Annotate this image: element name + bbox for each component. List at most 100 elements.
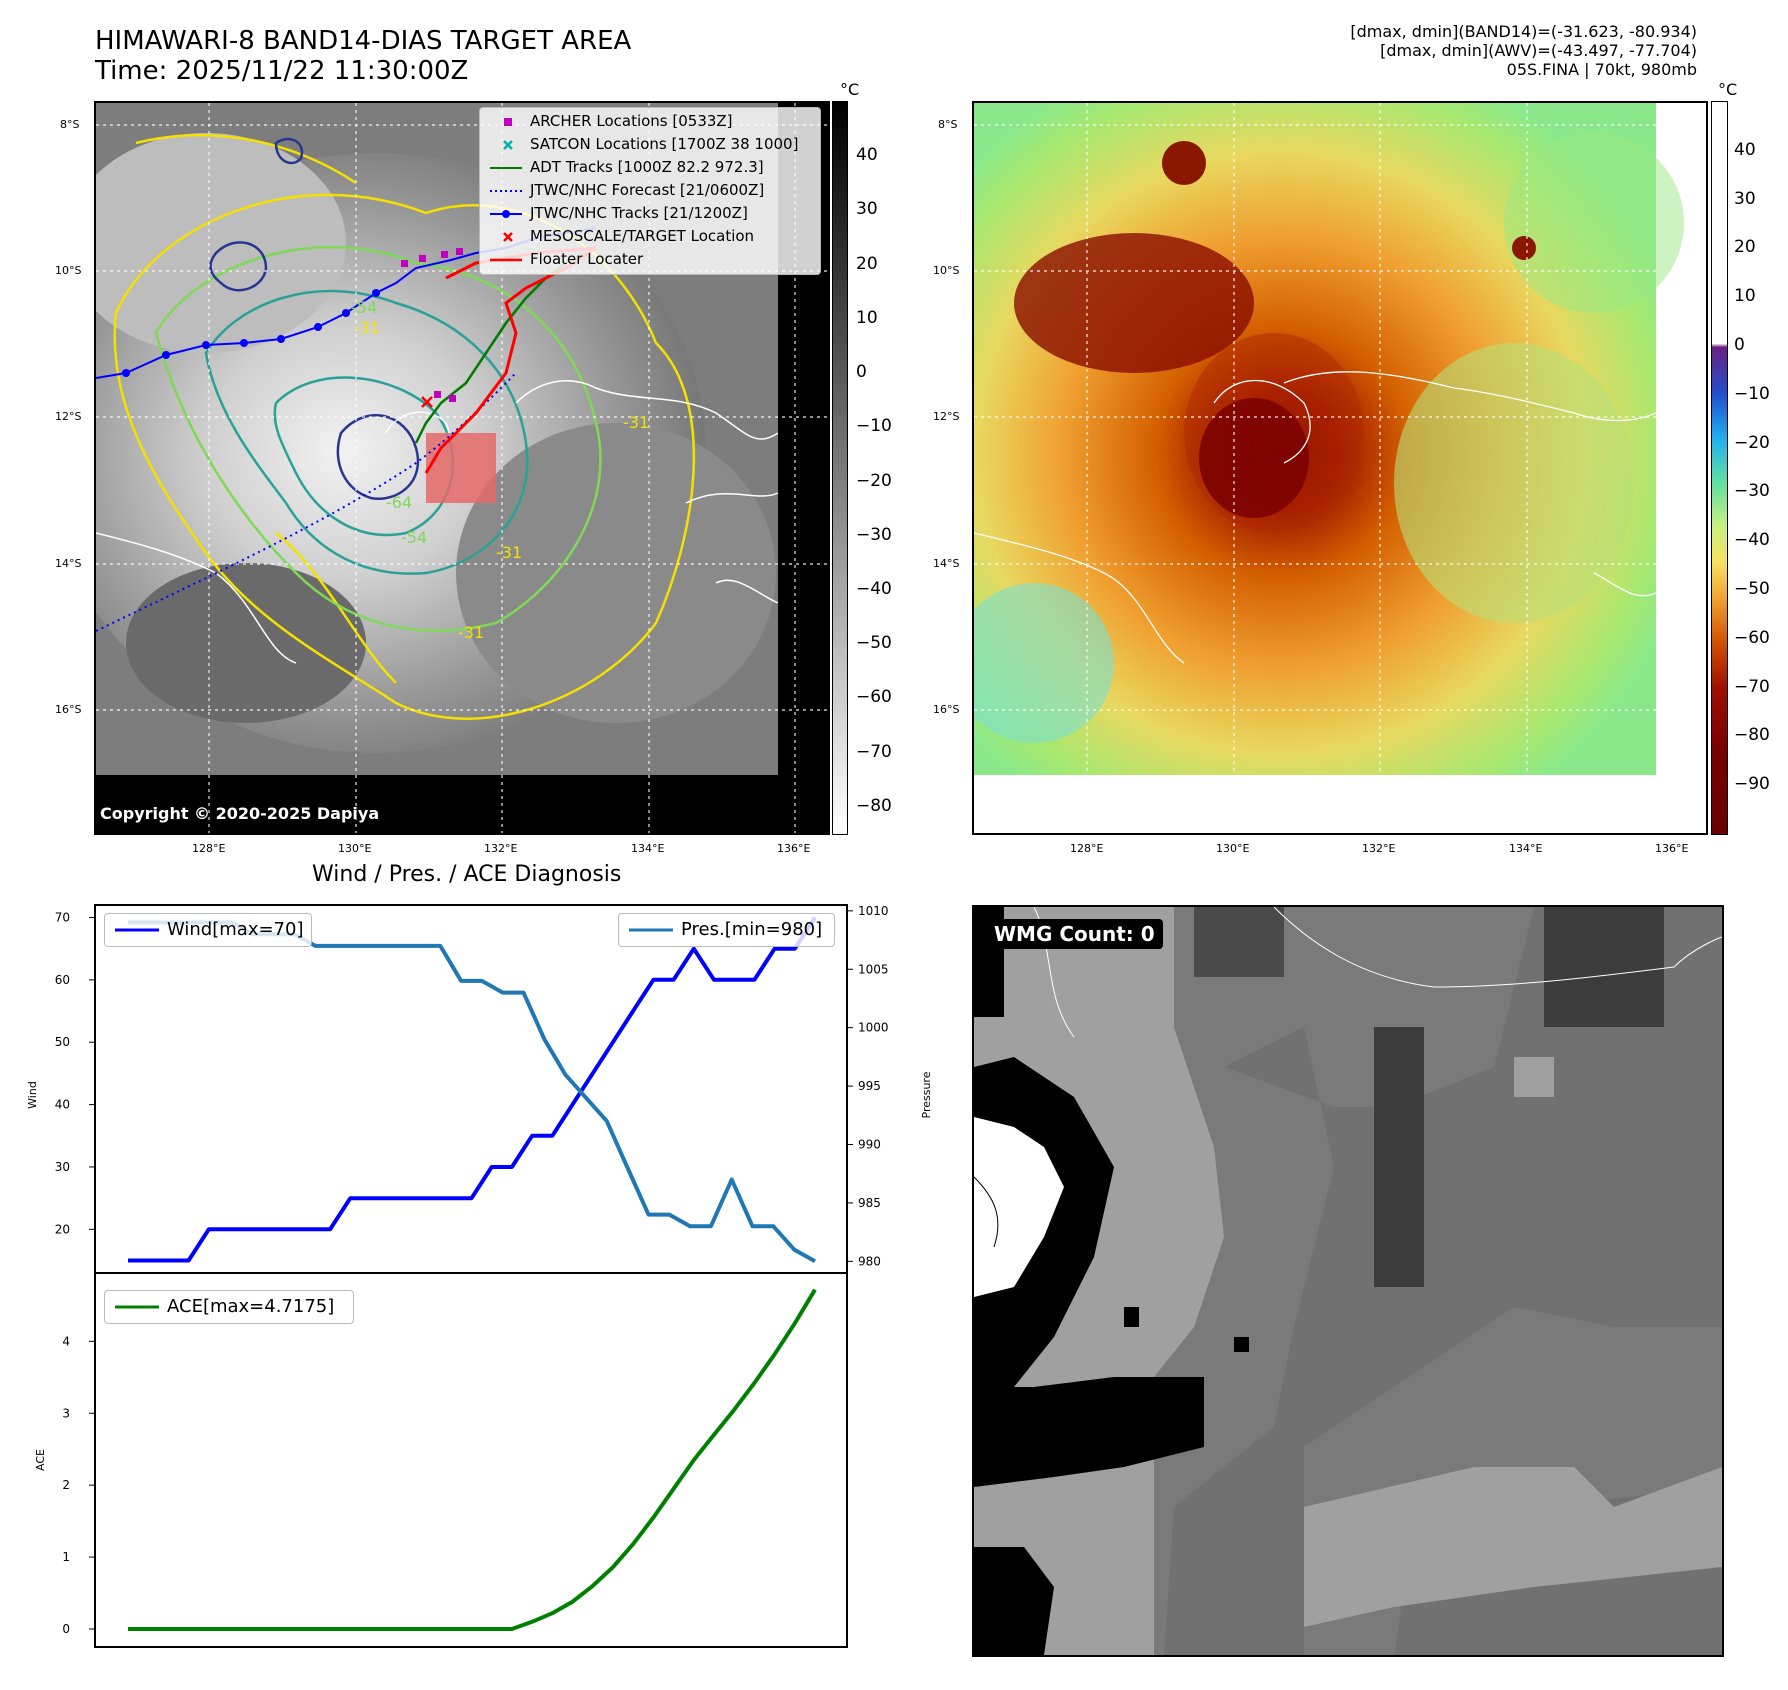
- lon-label: 132°E: [484, 842, 518, 855]
- page-time: Time: 2025/11/22 11:30:00Z: [95, 56, 469, 86]
- colorbar-tick-label: −70: [1734, 676, 1770, 697]
- legend-label: JTWC/NHC Tracks [21/1200Z]: [530, 204, 748, 222]
- colorbar-tick-label: −60: [1734, 627, 1770, 648]
- colorbar-tick-label: 40: [856, 145, 878, 166]
- colorbar-tick-label: 20: [856, 253, 878, 274]
- legend-label: SATCON Locations [1700Z 38 1000]: [530, 135, 799, 153]
- contour-label: -31: [354, 318, 380, 337]
- lon-label: 128°E: [192, 842, 226, 855]
- colorbar-tick-label: −10: [856, 416, 892, 437]
- lon-label: 136°E: [1655, 842, 1689, 855]
- wind-line-icon: [115, 928, 159, 932]
- lat-label: 8°S: [938, 118, 958, 131]
- legend-item: JTWC/NHC Forecast [21/0600Z]: [480, 179, 820, 202]
- colorbar-tick-label: −40: [856, 579, 892, 599]
- storm-info: 05S.FINA | 70kt, 980mb: [1506, 60, 1697, 79]
- wind-tick-label: 60: [55, 973, 70, 987]
- colorbar-tick-label: −20: [856, 470, 892, 491]
- pressure-legend: Pres.[min=980]: [618, 913, 835, 947]
- colorbar-tick-label: −30: [856, 524, 892, 545]
- wind-tick-label: 30: [55, 1160, 70, 1174]
- pressure-legend-label: Pres.[min=980]: [681, 919, 823, 940]
- colorbar-tick-label: −70: [856, 741, 892, 762]
- pressure-tick-label: 1000: [858, 1021, 889, 1035]
- wmg-svg: [974, 907, 1722, 1655]
- wind-tick-label: 20: [55, 1222, 70, 1236]
- grayscale-colorbar: [832, 101, 848, 835]
- legend-label: JTWC/NHC Forecast [21/0600Z]: [530, 181, 765, 199]
- diagnosis-chart: 70 60 50 40 30 20 1010 1005 1000 995 990 985 980 4 3 2 1…: [26, 904, 930, 1648]
- lon-label: 128°E: [1070, 842, 1104, 855]
- dotted-line-icon: [490, 190, 522, 192]
- lon-label: 134°E: [631, 842, 665, 855]
- awv-range: [dmax, dmin](AWV)=(-43.497, -77.704): [1380, 41, 1697, 60]
- pressure-tick-label: 990: [858, 1137, 881, 1151]
- wind-tick-label: 50: [55, 1035, 70, 1049]
- wind-tick-label: 70: [55, 910, 70, 924]
- ace-tick-label: 0: [62, 1622, 70, 1636]
- lat-label: 16°S: [933, 703, 960, 716]
- legend-label: Floater Locater: [530, 250, 644, 268]
- line-marker-icon: [490, 167, 522, 169]
- wind-tick-label: 40: [55, 1098, 70, 1112]
- contour-label: -31: [623, 413, 649, 432]
- lon-label: 134°E: [1509, 842, 1543, 855]
- chart-title: Wind / Pres. / ACE Diagnosis: [312, 862, 622, 887]
- legend-item: SATCON Locations [1700Z 38 1000]: [480, 133, 820, 156]
- color-map-svg: [974, 103, 1684, 775]
- legend-label: ADT Tracks [1000Z 82.2 972.3]: [530, 158, 764, 176]
- pressure-line-icon: [629, 928, 673, 932]
- page-title: HIMAWARI-8 BAND14-DIAS TARGET AREA: [95, 26, 632, 56]
- wind-series-line: [128, 916, 817, 1263]
- ace-tick-label: 3: [62, 1406, 70, 1420]
- pressure-tick-label: 985: [858, 1196, 881, 1210]
- colorbar-tick-label: −10: [1734, 383, 1770, 404]
- contour-label: -64: [386, 493, 412, 512]
- colorbar-tick-label: 10: [856, 307, 878, 328]
- lat-label: 10°S: [933, 264, 960, 277]
- lat-label: 8°S: [60, 118, 80, 131]
- colorbar-tick-label: −50: [856, 633, 892, 654]
- lat-label: 12°S: [933, 410, 960, 423]
- ace-line-icon: [115, 1305, 159, 1309]
- colorbar-tick-label: −80: [856, 795, 892, 816]
- contour-label: -31: [458, 623, 484, 642]
- colorbar-tick-label: −50: [1734, 579, 1770, 599]
- lon-label: 136°E: [777, 842, 811, 855]
- pressure-tick-label: 1010: [858, 904, 889, 918]
- colorbar-tick-label: −20: [1734, 432, 1770, 453]
- legend-label: MESOSCALE/TARGET Location: [530, 227, 755, 245]
- line-marker-icon: [490, 258, 522, 262]
- lat-label: 14°S: [933, 557, 960, 570]
- copyright-text: Copyright © 2020-2025 Dapiya: [100, 804, 380, 823]
- lat-label: 12°S: [55, 410, 82, 423]
- legend-item: MESOSCALE/TARGET Location: [480, 225, 820, 248]
- band14-range: [dmax, dmin](BAND14)=(-31.623, -80.934): [1350, 22, 1697, 41]
- colorbar-unit: °C: [1718, 80, 1738, 99]
- color-colorbar: [1711, 101, 1728, 835]
- lon-label: 130°E: [1216, 842, 1250, 855]
- wind-legend-label: Wind[max=70]: [167, 919, 304, 940]
- legend-label: ARCHER Locations [0533Z]: [530, 112, 733, 130]
- lat-label: 16°S: [55, 703, 82, 716]
- ace-legend-label: ACE[max=4.7175]: [167, 1296, 335, 1317]
- lon-label: 132°E: [1362, 842, 1396, 855]
- colorbar-tick-label: 20: [1734, 237, 1756, 258]
- colorbar-tick-label: −40: [1734, 530, 1770, 551]
- legend-item: JTWC/NHC Tracks [21/1200Z]: [480, 202, 820, 225]
- wmg-panel: WMG Count: 0: [972, 905, 1724, 1657]
- x-marker-icon: [503, 232, 513, 242]
- colorbar-tick-label: 0: [1734, 335, 1745, 355]
- legend-item: ARCHER Locations [0533Z]: [480, 110, 820, 133]
- contour-label: -54: [401, 528, 427, 547]
- x-marker-icon: [503, 140, 513, 150]
- colorbar-tick-label: 30: [1734, 188, 1756, 209]
- pressure-tick-label: 1005: [858, 962, 889, 976]
- wmg-count-badge: WMG Count: 0: [986, 919, 1163, 949]
- wind-legend: Wind[max=70]: [104, 913, 312, 947]
- map-legend: ARCHER Locations [0533Z] SATCON Location…: [479, 107, 821, 275]
- colorbar-tick-label: 40: [1734, 139, 1756, 160]
- pressure-tick-label: 980: [858, 1254, 881, 1268]
- ace-legend: ACE[max=4.7175]: [104, 1290, 354, 1324]
- colorbar-unit: °C: [840, 80, 860, 99]
